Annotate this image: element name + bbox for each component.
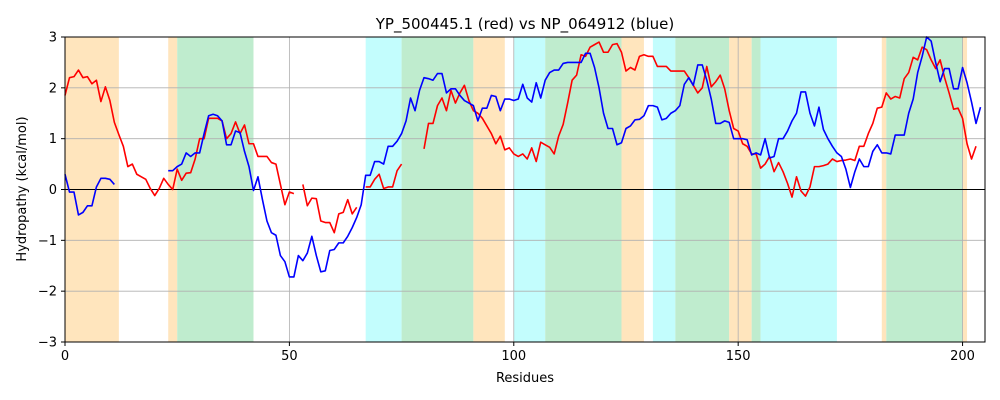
chart-title: YP_500445.1 (red) vs NP_064912 (blue) — [375, 15, 675, 34]
series-line-red — [365, 163, 403, 190]
y-tick-label: 0 — [49, 183, 57, 198]
x-tick-label: 200 — [950, 349, 975, 364]
y-axis-ticks: −3 −2 −1 0 1 2 3 — [38, 31, 65, 351]
series-line-red — [64, 69, 295, 206]
y-tick-label: −1 — [38, 234, 57, 249]
y-tick-label: 1 — [49, 132, 57, 147]
y-tick-label: 3 — [49, 31, 57, 46]
y-tick-label: −2 — [38, 285, 57, 300]
x-tick-label: 150 — [726, 349, 751, 364]
x-tick-label: 50 — [281, 349, 298, 364]
x-tick-label: 100 — [501, 349, 526, 364]
y-axis-label: Hydropathy (kcal/mol) — [15, 116, 30, 261]
x-axis-label: Residues — [496, 371, 554, 386]
series-line-blue — [64, 174, 115, 216]
series-line-blue — [168, 36, 982, 278]
x-tick-label: 0 — [61, 349, 69, 364]
y-tick-label: 2 — [49, 81, 57, 96]
series-line-red — [302, 184, 358, 234]
y-tick-label: −3 — [38, 336, 57, 351]
data-series — [64, 36, 982, 278]
series-line-red — [423, 41, 977, 198]
x-axis-ticks: 0 50 100 150 200 — [61, 342, 975, 364]
